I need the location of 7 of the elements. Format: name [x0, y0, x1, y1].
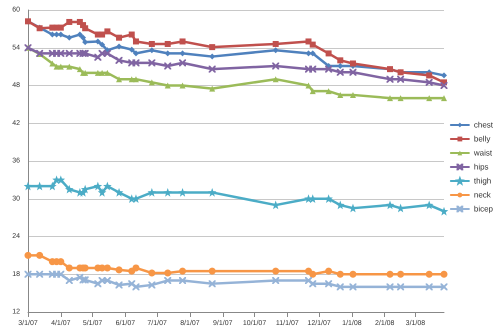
- legend-label: bicep: [474, 204, 494, 214]
- legend-label: belly: [474, 134, 490, 144]
- legend-label: waist: [472, 148, 493, 158]
- legend-label: thigh: [474, 176, 492, 186]
- legend-label: chest: [474, 120, 494, 130]
- legend-label: neck: [474, 190, 492, 200]
- legend-label: hips: [474, 162, 489, 172]
